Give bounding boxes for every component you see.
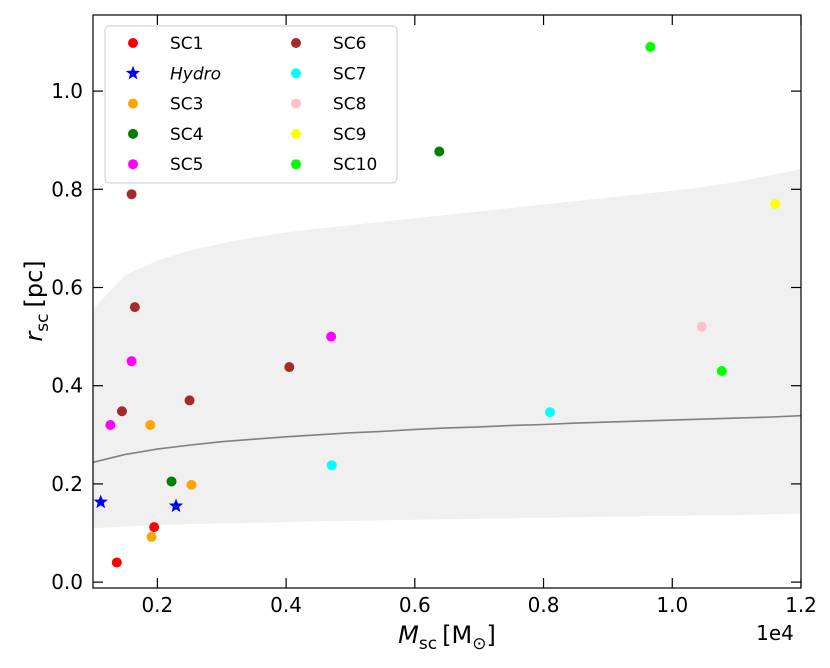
x-axis-label: Msc [M⊙]: [398, 621, 496, 654]
point-sc3: [186, 479, 197, 490]
legend-marker-sc10: [291, 159, 301, 170]
point-sc3: [145, 419, 156, 430]
point-sc5: [126, 356, 137, 367]
point-hydro: [93, 494, 108, 509]
point-sc8: [696, 321, 707, 332]
point-sc5: [105, 419, 116, 430]
point-sc1: [111, 557, 122, 568]
point-sc6: [126, 189, 137, 200]
point-sc7: [544, 407, 555, 418]
y-tick-label: 0.0: [51, 570, 83, 594]
y-tick-label: 0.8: [51, 177, 83, 201]
legend: SC1 Hydro SC3 SC4 SC5 SC6 SC7 SC8 SC9 SC10: [104, 25, 398, 184]
x-axis-label-unit: [M: [442, 621, 472, 649]
y-axis-label-main: r: [20, 330, 48, 342]
y-axis-label-sub: sc: [33, 314, 53, 332]
legend-label-sc5: SC5: [170, 155, 203, 175]
y-tick-label: 0.6: [51, 276, 83, 300]
point-sc1: [149, 522, 160, 533]
legend-marker-sc5: [128, 159, 138, 170]
x-tick-label: 0.4: [270, 593, 302, 617]
point-sc6: [116, 406, 127, 417]
fit-curve: [93, 414, 801, 464]
legend-marker-sc1: [128, 38, 138, 48]
legend-box: [104, 25, 398, 184]
legend-marker-sc3: [128, 98, 138, 109]
x-axis-label-main: M: [398, 621, 419, 649]
legend-label-sc7: SC7: [333, 64, 366, 84]
x-offset-label: 1e4: [756, 621, 794, 645]
legend-marker-sc8: [291, 98, 301, 109]
plot-frame: [92, 14, 802, 589]
x-tick-label: 0.6: [399, 593, 431, 617]
point-sc9: [770, 199, 781, 210]
legend-marker-hydro: [125, 65, 141, 80]
legend-marker-sc6: [291, 38, 301, 48]
point-sc5: [326, 331, 337, 342]
legend-label-hydro: Hydro: [170, 64, 221, 84]
point-sc4: [166, 476, 177, 487]
point-sc10: [716, 365, 727, 376]
x-tick-label: 0.8: [528, 593, 560, 617]
point-sc3: [146, 531, 157, 542]
point-sc7: [326, 460, 337, 471]
y-axis-label-unit: [pc]: [20, 260, 48, 307]
legend-label-sc8: SC8: [333, 95, 366, 115]
y-tick-label: 0.4: [51, 374, 83, 398]
confidence-band-group: [93, 169, 801, 529]
data-points-group: [93, 41, 781, 568]
point-sc4: [434, 146, 445, 157]
x-axis-label-unit-sub: ⊙: [472, 634, 486, 654]
x-tick-label: 0.2: [141, 593, 173, 617]
point-sc6: [129, 302, 140, 313]
y-tick-label: 0.2: [51, 472, 83, 496]
axis-ticks-group: 0.2 0.4 0.6 0.8 1.0 1.2 0.0 0.2 0.4 0.6 0.8 1.0: [51, 15, 817, 617]
y-tick-label: 1.0: [51, 79, 83, 103]
x-tick-label: 1.2: [785, 593, 817, 617]
y-axis-label: rsc [pc]: [20, 260, 53, 341]
confidence-band: [93, 169, 801, 529]
legend-marker-sc4: [128, 128, 138, 139]
legend-label-sc4: SC4: [170, 125, 203, 145]
point-sc6: [284, 362, 295, 373]
point-sc10: [645, 41, 656, 52]
x-axis-label-sub: sc: [419, 634, 437, 654]
x-axis-label-unit-close: ]: [486, 621, 495, 649]
point-hydro: [168, 498, 184, 513]
fit-curve-group: [93, 414, 801, 464]
legend-label-sc3: SC3: [170, 95, 203, 115]
x-tick-label: 1.0: [656, 593, 688, 617]
legend-label-sc6: SC6: [333, 34, 366, 54]
legend-label-sc9: SC9: [333, 125, 366, 145]
legend-label-sc1: SC1: [170, 34, 203, 54]
legend-marker-sc7: [291, 68, 301, 79]
legend-marker-sc9: [291, 128, 301, 139]
legend-label-sc10: SC10: [333, 155, 377, 175]
point-sc6: [184, 395, 195, 406]
